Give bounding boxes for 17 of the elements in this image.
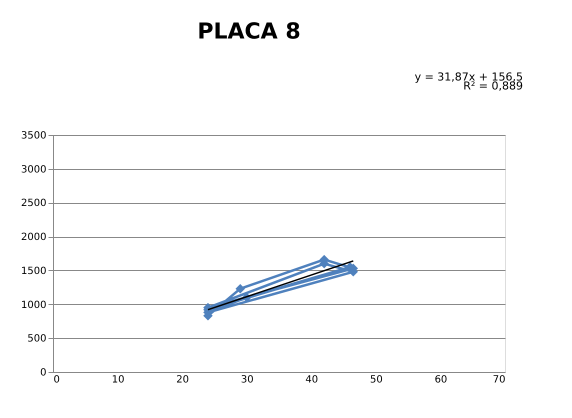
- y-tick-label: 500: [27, 334, 46, 345]
- y-tick-label: 1000: [21, 300, 46, 311]
- x-tick-label: 40: [305, 374, 318, 386]
- x-tick-label: 10: [112, 374, 124, 386]
- y-tick-label: 2500: [21, 198, 46, 210]
- x-tick-label: 0: [54, 374, 60, 386]
- y-tick-label: 2000: [21, 232, 46, 244]
- x-tick-label: 70: [492, 374, 506, 386]
- x-tick-label: 30: [240, 374, 254, 386]
- y-tick-label: 0: [40, 368, 46, 378]
- x-tick-label: 60: [434, 374, 448, 386]
- chart-title: PLACA 8: [197, 20, 301, 44]
- y-tick-label: 3500: [21, 130, 46, 142]
- y-tick-label: 3000: [21, 164, 46, 176]
- x-tick-label: 20: [176, 374, 190, 386]
- y-tick-label: 1500: [21, 266, 46, 277]
- x-tick-label: 50: [370, 374, 383, 386]
